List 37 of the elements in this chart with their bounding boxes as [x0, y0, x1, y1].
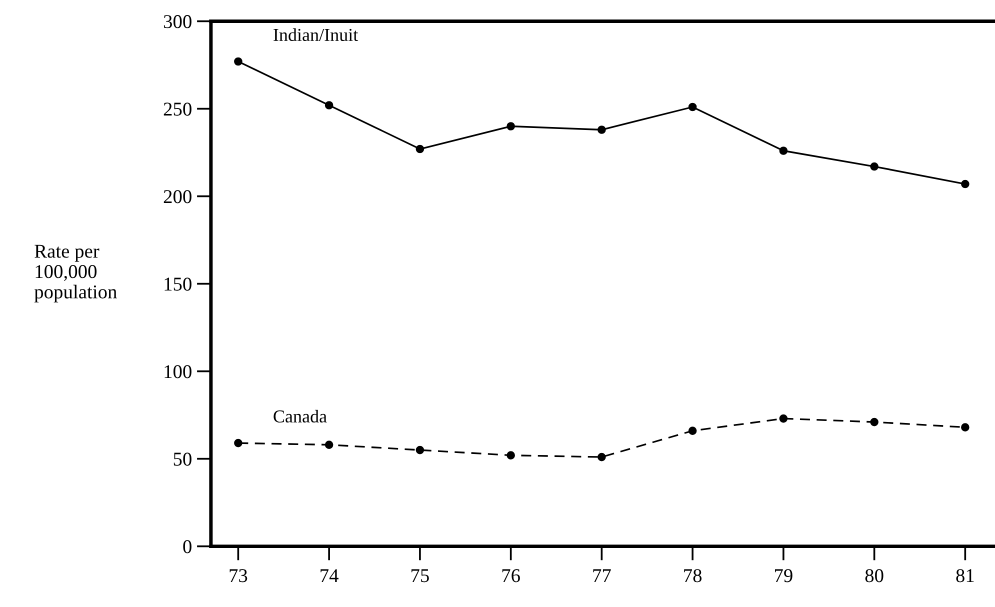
point — [416, 446, 424, 454]
x-tick-label: 76 — [502, 569, 520, 582]
point — [506, 451, 515, 460]
point — [234, 438, 242, 448]
x-tick-label: 80 — [865, 569, 884, 582]
y-axis-title: Rate per 100,000 population — [34, 244, 117, 302]
x-tick-label: 78 — [684, 569, 702, 582]
y-tick-label: 200 — [164, 190, 192, 204]
point — [506, 122, 515, 130]
point — [961, 423, 970, 432]
x-tick-label: 81 — [956, 569, 974, 582]
point — [324, 101, 334, 110]
point — [416, 144, 424, 154]
point — [779, 414, 788, 423]
y-tick-label: 250 — [164, 102, 192, 116]
y-tick-label: 0 — [183, 540, 192, 554]
y-tick-label: 150 — [164, 278, 192, 291]
point — [779, 146, 788, 155]
point — [598, 452, 606, 462]
x-tick-label: 77 — [593, 569, 611, 582]
point — [324, 440, 334, 449]
x-tick-label: 73 — [230, 569, 248, 582]
x-tick-label: 79 — [775, 569, 792, 582]
point — [234, 57, 242, 66]
point — [688, 102, 697, 112]
y-tick-label: 50 — [174, 452, 192, 466]
y-tick-label: 100 — [164, 365, 192, 378]
point — [688, 426, 697, 435]
x-tick-label: 75 — [412, 569, 429, 582]
series-label: Indian/Inuit — [274, 28, 358, 42]
point — [961, 180, 970, 188]
point — [870, 162, 878, 171]
point — [870, 418, 878, 426]
point — [598, 126, 606, 134]
y-tick-label: 300 — [164, 15, 192, 28]
x-tick-label: 74 — [320, 569, 338, 582]
series-label: Canada — [274, 410, 327, 423]
